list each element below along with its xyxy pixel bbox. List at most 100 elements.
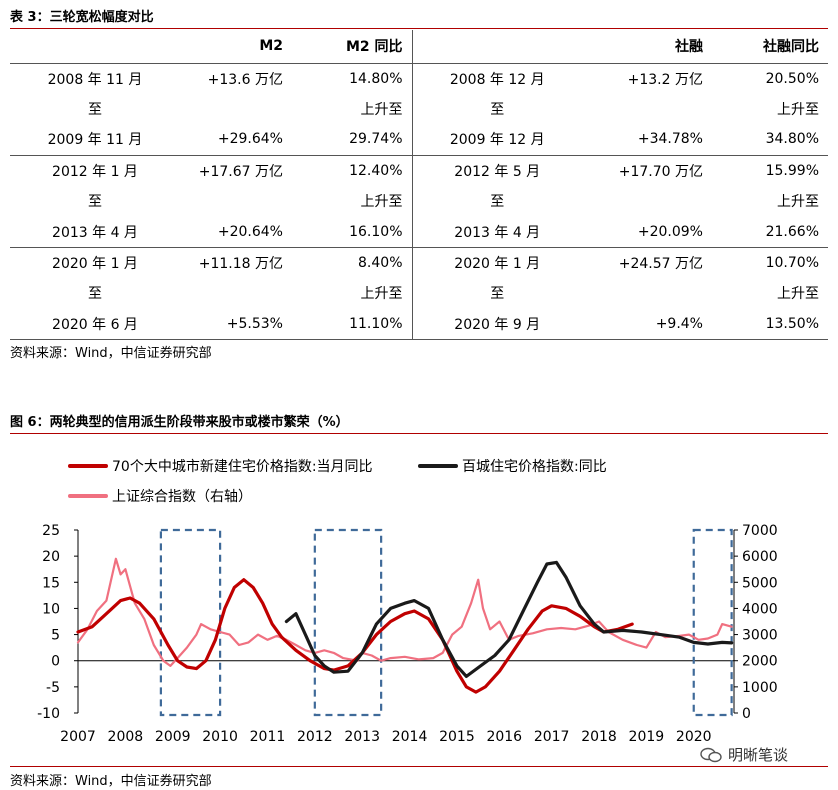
legend-label: 上证综合指数（右轴） [112,489,252,505]
header-cell: M2 同比 [292,30,413,64]
legend-item: 上证综合指数（右轴） [68,486,252,506]
table-caption-rule [10,28,828,29]
series-line [284,560,734,678]
table-cell: 上升至 [777,286,819,303]
x-tick-label: 2019 [629,729,665,745]
x-tick-label: 2012 [297,729,333,745]
table-cell: 15.99% [765,162,819,179]
table-cell: 2008 年 11 月 [47,71,143,88]
table-row: 2008 年 11 月 +13.6 万亿 14.80% 2008 年 12 月 +13.… [10,63,828,94]
table-cell: 34.80% [712,124,828,156]
x-tick-label: 2017 [534,729,570,745]
table-cell: 至 [490,102,505,119]
table-cell: 2013 年 4 月 [10,216,180,248]
legend-swatch [68,494,108,498]
table-cell [180,186,292,217]
table-cell: 16.10% [292,216,413,248]
header-cell [412,30,582,64]
table-row: 2013 年 4 月 +20.64% 16.10% 2013 年 4 月 +20.09%… [10,216,828,248]
table-cell: 上升至 [777,102,819,119]
table-cell: 2009 年 12 月 [412,124,582,156]
y-left-tick-label: 25 [42,523,60,539]
table-cell [582,278,712,309]
table-caption: 表 3：三轮宽松幅度对比 [10,10,154,25]
table-cell: 20.50% [765,70,819,87]
table-cell: 2020 年 9 月 [412,308,582,340]
watermark: 明晰笔谈 [700,744,788,765]
header-cell: 社融 [582,30,712,64]
x-tick-label: 2013 [344,729,380,745]
y-right-tick-label: 3000 [742,628,778,644]
x-tick-label: 2015 [439,729,475,745]
y-right-tick-label: 5000 [742,575,778,591]
figure-source-note: 资料来源：Wind，中信证券研究部 [10,774,212,789]
table-row: 至 上升至 至 上升至 [10,185,828,217]
table-header-row: M2 M2 同比 社融 社融同比 [10,30,828,64]
header-cell: M2 [180,30,292,64]
table-row: 2009 年 11 月 +29.64% 29.74% 2009 年 12 月 +34.7… [10,124,828,156]
watermark-text: 明晰笔谈 [728,746,789,764]
table-cell: 13.50% [712,308,828,340]
highlight-box [159,528,222,717]
table-cell: +20.64% [180,216,292,248]
easing-comparison-table: M2 M2 同比 社融 社融同比 2008 年 11 月 +13.6 万亿 14.8… [10,30,828,340]
y-left-tick-label: 5 [51,628,60,644]
table-cell: 至 [490,286,505,303]
table-cell: 2009 年 11 月 [10,124,180,156]
table-cell: 14.80% [292,63,413,94]
highlight-box [692,528,733,717]
table-cell: +20.09% [582,216,712,248]
table-cell: 2012 年 1 月 [52,163,138,180]
line-chart: 2520151050-5-107000600050004000300020001… [37,523,778,745]
table-cell: 至 [88,102,102,119]
table-cell: 至 [88,194,102,211]
y-right-tick-label: 7000 [742,523,778,539]
table-cell: 10.70% [765,254,819,271]
table-cell: +34.78% [582,124,712,156]
y-left-tick-label: 0 [51,654,60,670]
x-tick-label: 2011 [250,729,286,745]
table-cell: 8.40% [292,247,413,278]
series-line [76,557,733,667]
x-tick-label: 2016 [486,729,522,745]
table-cell: +11.18 万亿 [198,255,283,272]
chart-area: 70个大中城市新建住宅价格指数:当月同比 百城住宅价格指数:同比 上证综合指数（… [0,438,838,768]
table-cell [582,186,712,217]
table-cell: 21.66% [712,216,828,248]
legend-item: 百城住宅价格指数:同比 [418,456,607,476]
x-tick-label: 2014 [392,729,428,745]
figure-caption-rule [10,433,828,434]
table-cell: +29.64% [180,124,292,156]
header-cell [10,30,180,64]
x-tick-label: 2018 [581,729,617,745]
table-row: 2012 年 1 月 +17.67 万亿 12.40% 2012 年 5 月 +17.7… [10,155,828,186]
table-cell [180,94,292,125]
table-cell: 2012 年 5 月 [454,163,541,180]
table-cell: 上升至 [777,194,819,211]
y-right-tick-label: 6000 [742,549,778,565]
table-cell: 2008 年 12 月 [449,71,545,88]
y-right-tick-label: 0 [742,706,751,722]
legend-label: 百城住宅价格指数:同比 [462,459,607,475]
table-cell: 2013 年 4 月 [412,216,582,248]
table-cell: 12.40% [292,155,413,186]
table-cell: 29.74% [292,124,413,156]
table-cell: 2020 年 1 月 [454,255,541,272]
table-cell: 上升至 [292,185,413,217]
table-cell [180,278,292,309]
table-row: 2020 年 1 月 +11.18 万亿 8.40% 2020 年 1 月 +24.57… [10,247,828,278]
x-tick-label: 2008 [108,729,144,745]
table-cell: 11.10% [292,308,413,340]
legend-item: 70个大中城市新建住宅价格指数:当月同比 [68,456,373,476]
table-cell: 2020 年 1 月 [52,255,138,272]
figure-bottom-rule [10,766,828,767]
table-cell: 上升至 [292,277,413,309]
table-cell: +24.57 万亿 [618,255,703,272]
table-cell: 至 [490,194,505,211]
table-cell: 2020 年 6 月 [10,308,180,340]
highlight-box [313,528,383,717]
y-right-tick-label: 1000 [742,680,778,696]
table-cell: +9.4% [582,308,712,340]
x-tick-label: 2009 [155,729,191,745]
y-left-tick-label: 15 [42,575,60,591]
